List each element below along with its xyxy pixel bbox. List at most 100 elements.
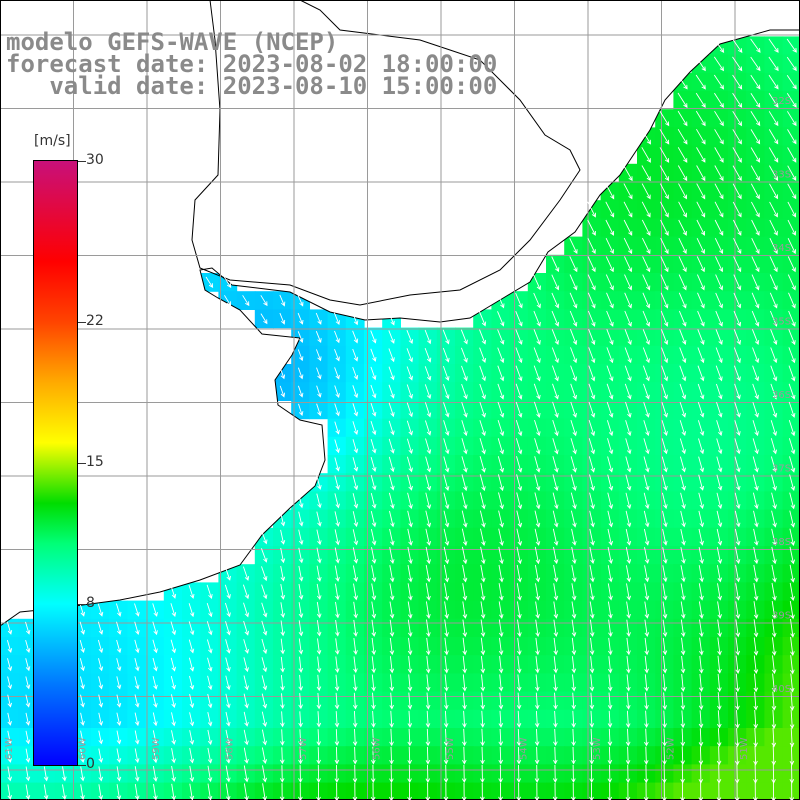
wind-arrow — [698, 456, 705, 473]
wind-arrow — [607, 692, 613, 710]
wind-arrow — [753, 564, 759, 583]
wind-arrow — [7, 784, 13, 800]
wind-arrow — [497, 401, 505, 418]
wind-arrow — [624, 383, 632, 400]
wind-arrow — [717, 601, 723, 619]
wind-arrow — [625, 456, 632, 473]
wind-arrow — [551, 256, 560, 273]
wind-arrow — [25, 676, 31, 690]
wind-arrow — [643, 383, 650, 400]
wind-arrow — [732, 165, 742, 182]
wind-arrow — [498, 546, 504, 565]
wind-arrow — [535, 656, 540, 674]
wind-arrow — [225, 657, 231, 673]
wind-arrow — [98, 676, 104, 690]
wind-arrow — [371, 674, 376, 692]
wind-arrow — [279, 783, 285, 800]
wind-arrow — [534, 528, 541, 546]
wind-arrow — [643, 528, 650, 546]
wind-arrow — [769, 219, 778, 236]
wind-arrow — [370, 510, 377, 528]
wind-arrow — [752, 420, 759, 437]
wind-arrow — [298, 656, 304, 673]
longitude-label: 60W — [78, 737, 89, 760]
wind-arrow — [553, 565, 559, 583]
wind-arrow — [98, 658, 104, 672]
wind-arrow — [442, 347, 450, 363]
wind-arrow — [534, 456, 541, 473]
wind-arrow — [170, 584, 177, 599]
wind-arrow — [389, 782, 394, 800]
wind-arrow — [715, 347, 723, 364]
wind-arrow — [225, 711, 231, 727]
wind-arrow — [316, 620, 322, 637]
wind-arrow — [116, 766, 122, 782]
wind-arrow — [750, 74, 761, 90]
wind-arrow — [732, 38, 743, 53]
wind-arrow — [624, 274, 633, 291]
wind-arrow — [641, 237, 651, 255]
wind-arrow — [535, 583, 541, 601]
wind-arrow — [335, 620, 340, 637]
wind-arrow — [734, 383, 741, 400]
wind-arrow — [498, 656, 504, 674]
wind-arrow — [768, 111, 779, 127]
wind-arrow — [424, 366, 432, 381]
wind-arrow — [334, 403, 340, 417]
longitude-label: 55W — [445, 737, 456, 760]
wind-arrow — [678, 256, 687, 273]
wind-arrow — [388, 420, 395, 436]
wind-arrow — [334, 457, 340, 472]
wind-arrow — [771, 510, 777, 528]
wind-arrow — [717, 655, 722, 674]
wind-arrow — [699, 619, 704, 638]
wind-arrow — [552, 510, 559, 528]
wind-arrow — [353, 583, 359, 601]
wind-arrow — [316, 674, 322, 692]
wind-arrow — [589, 619, 595, 638]
wind-arrow — [623, 183, 633, 200]
wind-arrow — [588, 419, 596, 437]
wind-arrow — [462, 637, 468, 656]
wind-arrow — [752, 456, 759, 473]
wind-arrow — [462, 746, 467, 765]
wind-arrow — [407, 546, 413, 565]
wind-arrow — [752, 365, 760, 382]
wind-arrow — [679, 456, 686, 473]
wind-arrow — [389, 692, 395, 710]
wind-arrow — [516, 492, 523, 510]
wind-arrow — [498, 492, 504, 510]
wind-cell — [782, 473, 800, 492]
wind-arrow — [680, 746, 686, 766]
wind-arrow — [425, 456, 432, 473]
wind-arrow — [698, 438, 705, 455]
wind-arrow — [497, 474, 504, 492]
wind-arrow — [515, 347, 523, 364]
wind-arrow — [625, 782, 631, 800]
wind-arrow — [643, 474, 650, 491]
wind-arrow — [607, 438, 614, 455]
wind-arrow — [589, 474, 595, 492]
wind-arrow — [625, 565, 632, 583]
wind-arrow — [789, 727, 795, 748]
wind-arrow — [751, 274, 760, 291]
wind-arrow — [334, 729, 340, 747]
wind-arrow — [677, 110, 688, 127]
wind-arrow — [461, 474, 468, 492]
wind-arrow — [607, 565, 613, 583]
wind-arrow — [516, 510, 523, 528]
wind-arrow — [715, 383, 723, 400]
wind-arrow — [352, 493, 359, 509]
wind-arrow — [170, 657, 177, 672]
wind-arrow — [659, 110, 670, 127]
wind-arrow — [479, 365, 486, 382]
wind-arrow — [297, 294, 304, 307]
wind-arrow — [225, 639, 231, 654]
wind-arrow — [771, 601, 777, 620]
wind-arrow — [552, 438, 559, 455]
wind-arrow — [698, 710, 704, 729]
wind-arrow — [735, 691, 740, 711]
wind-arrow — [497, 347, 505, 364]
wind-arrow — [753, 583, 759, 601]
wind-arrow — [533, 292, 541, 309]
